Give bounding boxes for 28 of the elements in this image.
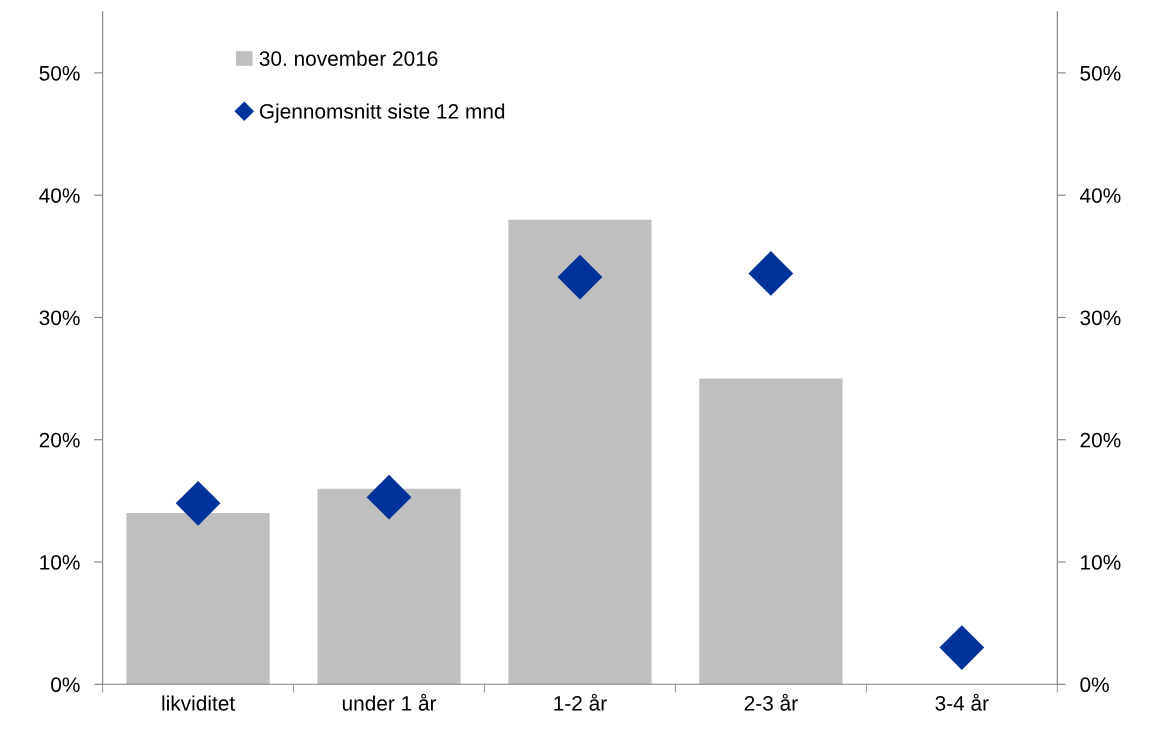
point xyxy=(175,480,221,526)
y-tick-label: 0% xyxy=(51,677,80,693)
point xyxy=(939,625,985,670)
bar xyxy=(317,488,461,685)
y-tick-label: 50% xyxy=(39,65,80,81)
point xyxy=(748,251,794,296)
x-tick-label: 3-4 år xyxy=(935,693,989,711)
y-tick-label: 30% xyxy=(39,310,80,326)
y-tick-label: 20% xyxy=(39,432,80,448)
bar xyxy=(508,219,652,685)
bar xyxy=(126,513,270,685)
x-tick-label: 2-3 år xyxy=(744,693,798,711)
point xyxy=(366,474,412,520)
x-tick-label: under 1 år xyxy=(342,693,437,711)
point xyxy=(557,254,603,300)
y2-tick-label: 30% xyxy=(1080,310,1121,326)
y2-tick-label: 50% xyxy=(1080,65,1121,81)
y2-tick-label: 20% xyxy=(1080,432,1121,448)
y2-tick-label: 0% xyxy=(1080,677,1109,693)
x-tick-label: likviditet xyxy=(162,695,235,711)
y-tick-label: 10% xyxy=(40,555,80,570)
y2-tick-label: 10% xyxy=(1081,555,1121,570)
y2-tick-label: 40% xyxy=(1080,188,1121,203)
legend-label: 30. november 2016 xyxy=(259,50,438,66)
legend-label: Gjennomsnitt siste 12 mnd xyxy=(259,103,505,123)
bar xyxy=(699,378,843,685)
x-tick-label: 1-2 år xyxy=(554,693,607,711)
y-tick-label: 40% xyxy=(39,188,80,203)
